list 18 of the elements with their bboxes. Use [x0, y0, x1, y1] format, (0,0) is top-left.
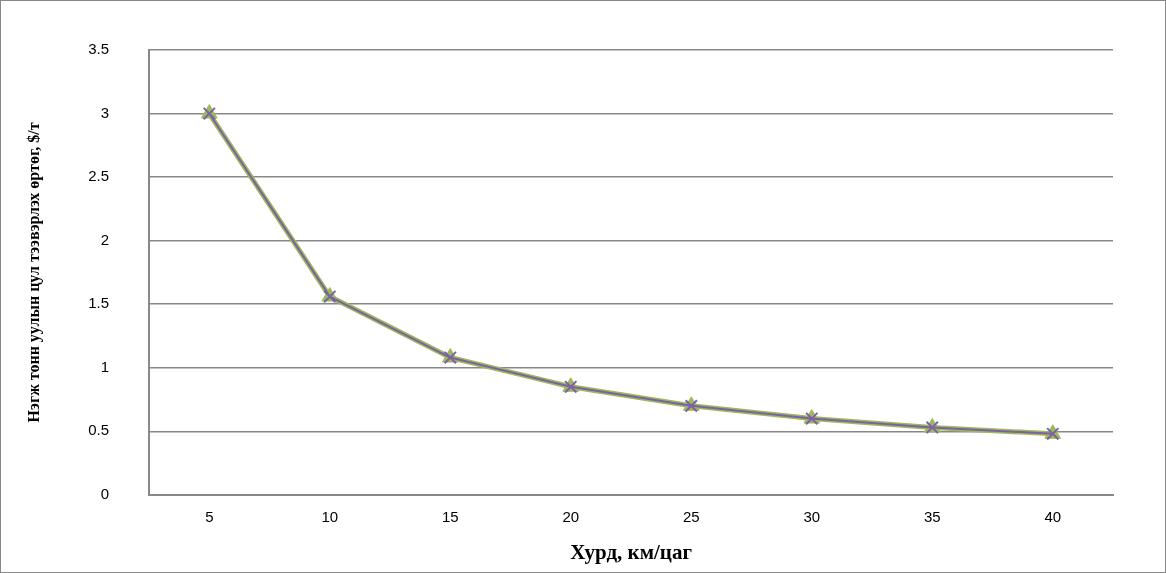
y-tick-label: 1: [100, 357, 110, 375]
y-tick-label: 3.5: [88, 40, 110, 58]
y-tick-label: 2: [100, 230, 110, 248]
y-tick-label: 1.5: [88, 294, 110, 312]
x-tick-label: 40: [1044, 507, 1062, 525]
y-tick-label: 0.5: [88, 421, 110, 439]
x-tick-label: 20: [562, 507, 580, 525]
y-tick-label: 3: [100, 103, 110, 121]
x-tick-label: 15: [441, 507, 459, 525]
x-tick-label: 10: [321, 507, 339, 525]
y-tick-label: 0: [100, 484, 110, 502]
x-axis-title: Хурд, км/цаг: [570, 539, 692, 564]
x-tick-label: 25: [682, 507, 700, 525]
y-tick-label: 2.5: [88, 167, 110, 185]
x-tick-label: 5: [205, 507, 214, 525]
x-tick-label: 35: [923, 507, 941, 525]
x-tick-label: 30: [803, 507, 821, 525]
y-axis-title: Нэгж тонн уулын цул тээвэрлэх өртөг, $/т: [24, 122, 43, 423]
